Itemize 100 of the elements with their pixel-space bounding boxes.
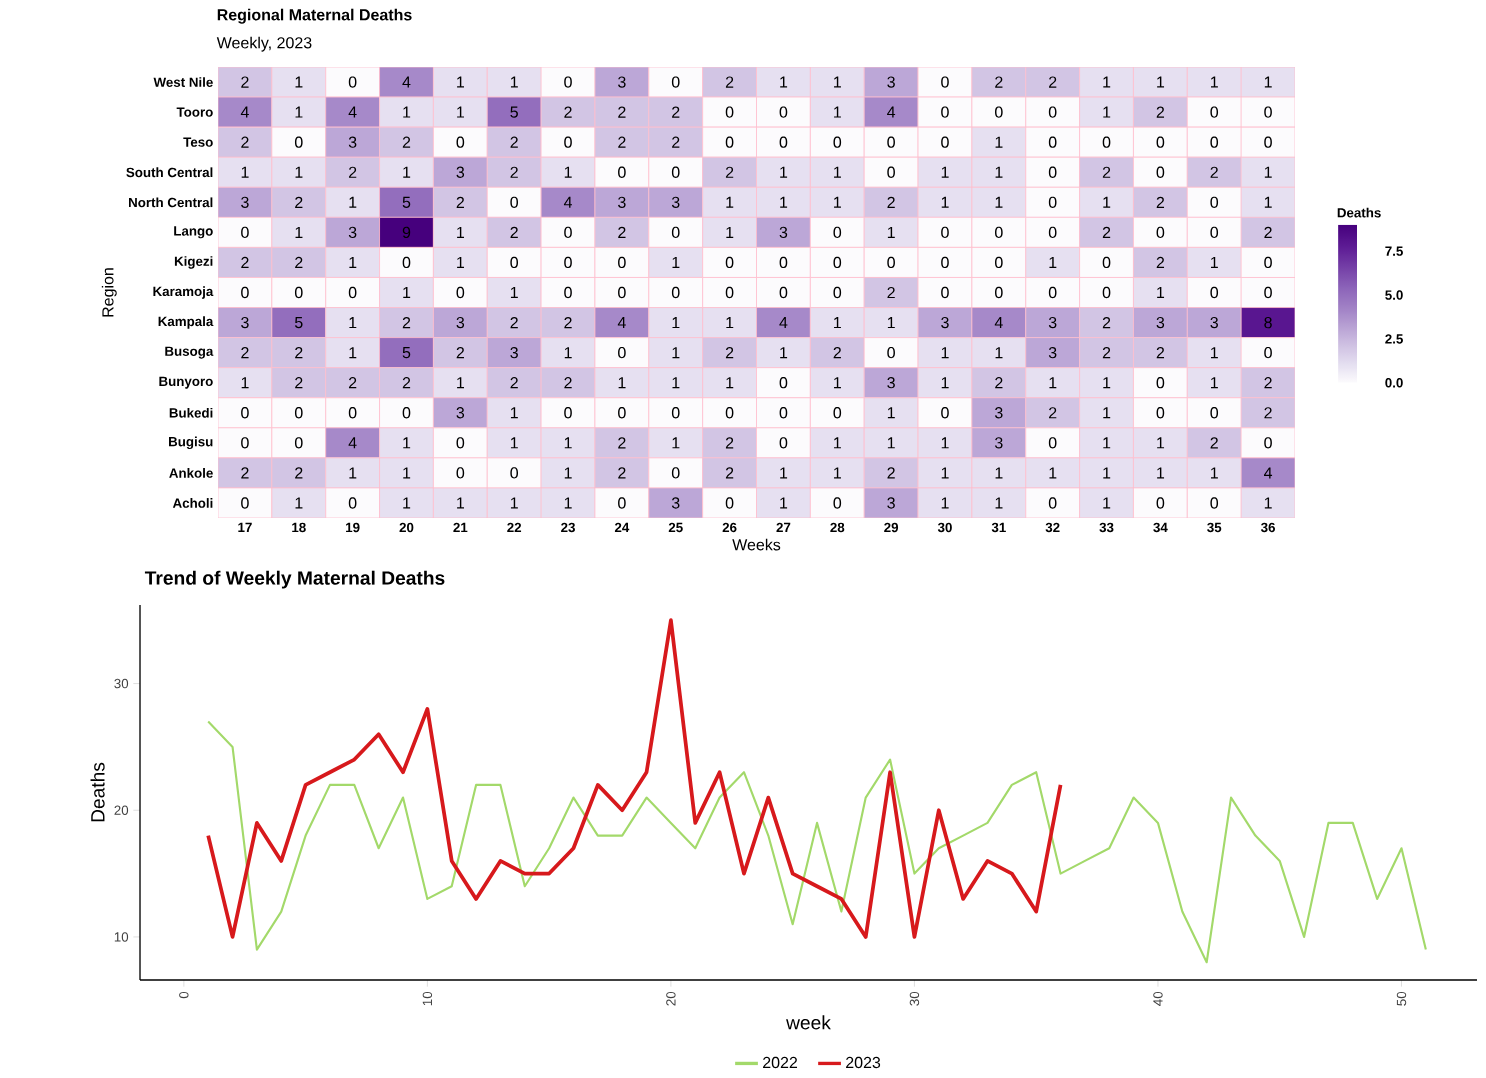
data-label: 2 xyxy=(510,316,518,329)
x-tick-label: 23 xyxy=(561,522,575,533)
data-label: 0 xyxy=(564,76,572,88)
data-label: 1 xyxy=(726,196,734,208)
data-label: 0 xyxy=(618,497,626,509)
data-label: 2 xyxy=(1156,256,1165,269)
data-label: 3 xyxy=(1048,316,1057,329)
data-label: 1 xyxy=(1210,377,1218,389)
data-label: 1 xyxy=(295,106,303,118)
data-label: 2 xyxy=(672,106,680,118)
data-label: 0 xyxy=(671,166,680,178)
data-label: 2 xyxy=(672,136,680,148)
data-label: 1 xyxy=(995,467,1003,479)
data-label: 0 xyxy=(779,437,788,449)
data-label: 1 xyxy=(457,497,464,509)
data-label: 2 xyxy=(241,467,249,479)
data-label: 3 xyxy=(994,437,1003,449)
data-label: 2 xyxy=(564,377,572,389)
data-label: 0 xyxy=(779,377,788,389)
data-label: 1 xyxy=(726,226,734,238)
y-tick-label: Busoga xyxy=(165,346,214,359)
data-label: 0 xyxy=(779,407,788,419)
data-label: 2 xyxy=(618,136,626,148)
data-label: 1 xyxy=(510,76,518,88)
data-label: 0 xyxy=(725,286,734,299)
y-tick-label: Tooro xyxy=(176,107,213,117)
data-label: 0 xyxy=(618,286,626,299)
data-label: 2 xyxy=(1156,106,1165,118)
data-label: 0 xyxy=(402,407,411,419)
data-label: 0 xyxy=(779,286,788,299)
data-label: 1 xyxy=(834,317,841,329)
data-label: 0 xyxy=(725,106,734,118)
data-label: 0 xyxy=(833,497,842,509)
data-label: 0 xyxy=(618,407,626,419)
data-label: 0 xyxy=(725,136,734,148)
data-label: 2 xyxy=(1102,316,1111,329)
data-label: 0 xyxy=(1210,286,1219,299)
data-label: 0 xyxy=(779,256,788,269)
data-label: 0 xyxy=(1048,226,1057,239)
data-label: 2 xyxy=(618,106,626,118)
data-label: 0 xyxy=(941,407,949,419)
data-label: 0 xyxy=(995,106,1003,118)
data-label: 1 xyxy=(1103,106,1111,118)
data-label: 3 xyxy=(887,76,895,88)
x-tick-label: 20 xyxy=(666,991,676,1006)
data-label: 2 xyxy=(995,377,1003,389)
data-label: 2 xyxy=(887,196,895,208)
data-label: 0 xyxy=(510,467,519,479)
data-label: 1 xyxy=(780,467,788,479)
data-label: 1 xyxy=(510,287,518,299)
data-label: 0 xyxy=(833,256,842,269)
legend-label: 2022 xyxy=(763,1056,798,1069)
data-label: 1 xyxy=(834,106,841,118)
data-label: 2 xyxy=(241,256,249,269)
x-axis-title: week xyxy=(786,1015,831,1030)
data-label: 0 xyxy=(294,407,303,419)
data-label: 1 xyxy=(1157,467,1165,479)
x-tick-label: 32 xyxy=(1045,522,1060,533)
data-label: 0 xyxy=(1156,226,1165,239)
data-label: 3 xyxy=(994,407,1003,419)
data-label: 3 xyxy=(456,407,465,419)
data-label: 0 xyxy=(348,407,357,419)
data-label: 2 xyxy=(295,196,303,208)
data-label: 0 xyxy=(456,467,465,479)
data-label: 0 xyxy=(941,286,949,299)
data-label: 1 xyxy=(1210,467,1218,479)
data-label: 3 xyxy=(618,76,626,88)
data-label: 0 xyxy=(1156,497,1165,509)
data-label: 4 xyxy=(617,317,626,329)
data-label: 0 xyxy=(402,256,411,269)
data-label: 2 xyxy=(295,347,303,359)
color-bar-label: 2.5 xyxy=(1385,334,1403,344)
data-label: 0 xyxy=(510,196,519,208)
data-label: 1 xyxy=(241,377,249,389)
data-label: 2 xyxy=(618,467,626,479)
data-label: 1 xyxy=(1049,377,1057,389)
legend-label: 2023 xyxy=(846,1056,881,1069)
data-label: 0 xyxy=(456,437,465,449)
data-label: 0 xyxy=(564,226,572,239)
data-label: 0 xyxy=(725,497,734,509)
data-label: 0 xyxy=(564,256,572,269)
data-label: 2 xyxy=(295,467,303,479)
data-label: 0 xyxy=(887,166,895,178)
data-label: 1 xyxy=(1049,256,1057,268)
data-label: 1 xyxy=(672,377,680,389)
data-label: 1 xyxy=(941,377,949,389)
data-label: 3 xyxy=(887,377,895,389)
data-label: 0 xyxy=(456,286,465,299)
data-label: 1 xyxy=(403,166,411,178)
data-label: 0 xyxy=(1048,196,1057,208)
data-label: 1 xyxy=(780,76,788,88)
data-label: 2 xyxy=(510,377,518,389)
data-label: 2 xyxy=(241,136,249,148)
x-tick-label: 17 xyxy=(238,522,252,532)
data-label: 1 xyxy=(887,317,895,329)
data-label: 2 xyxy=(725,347,734,359)
data-label: 2 xyxy=(241,76,249,88)
data-label: 0 xyxy=(671,286,680,299)
color-bar-label: 7.5 xyxy=(1385,246,1403,256)
data-label: 2 xyxy=(725,467,734,479)
